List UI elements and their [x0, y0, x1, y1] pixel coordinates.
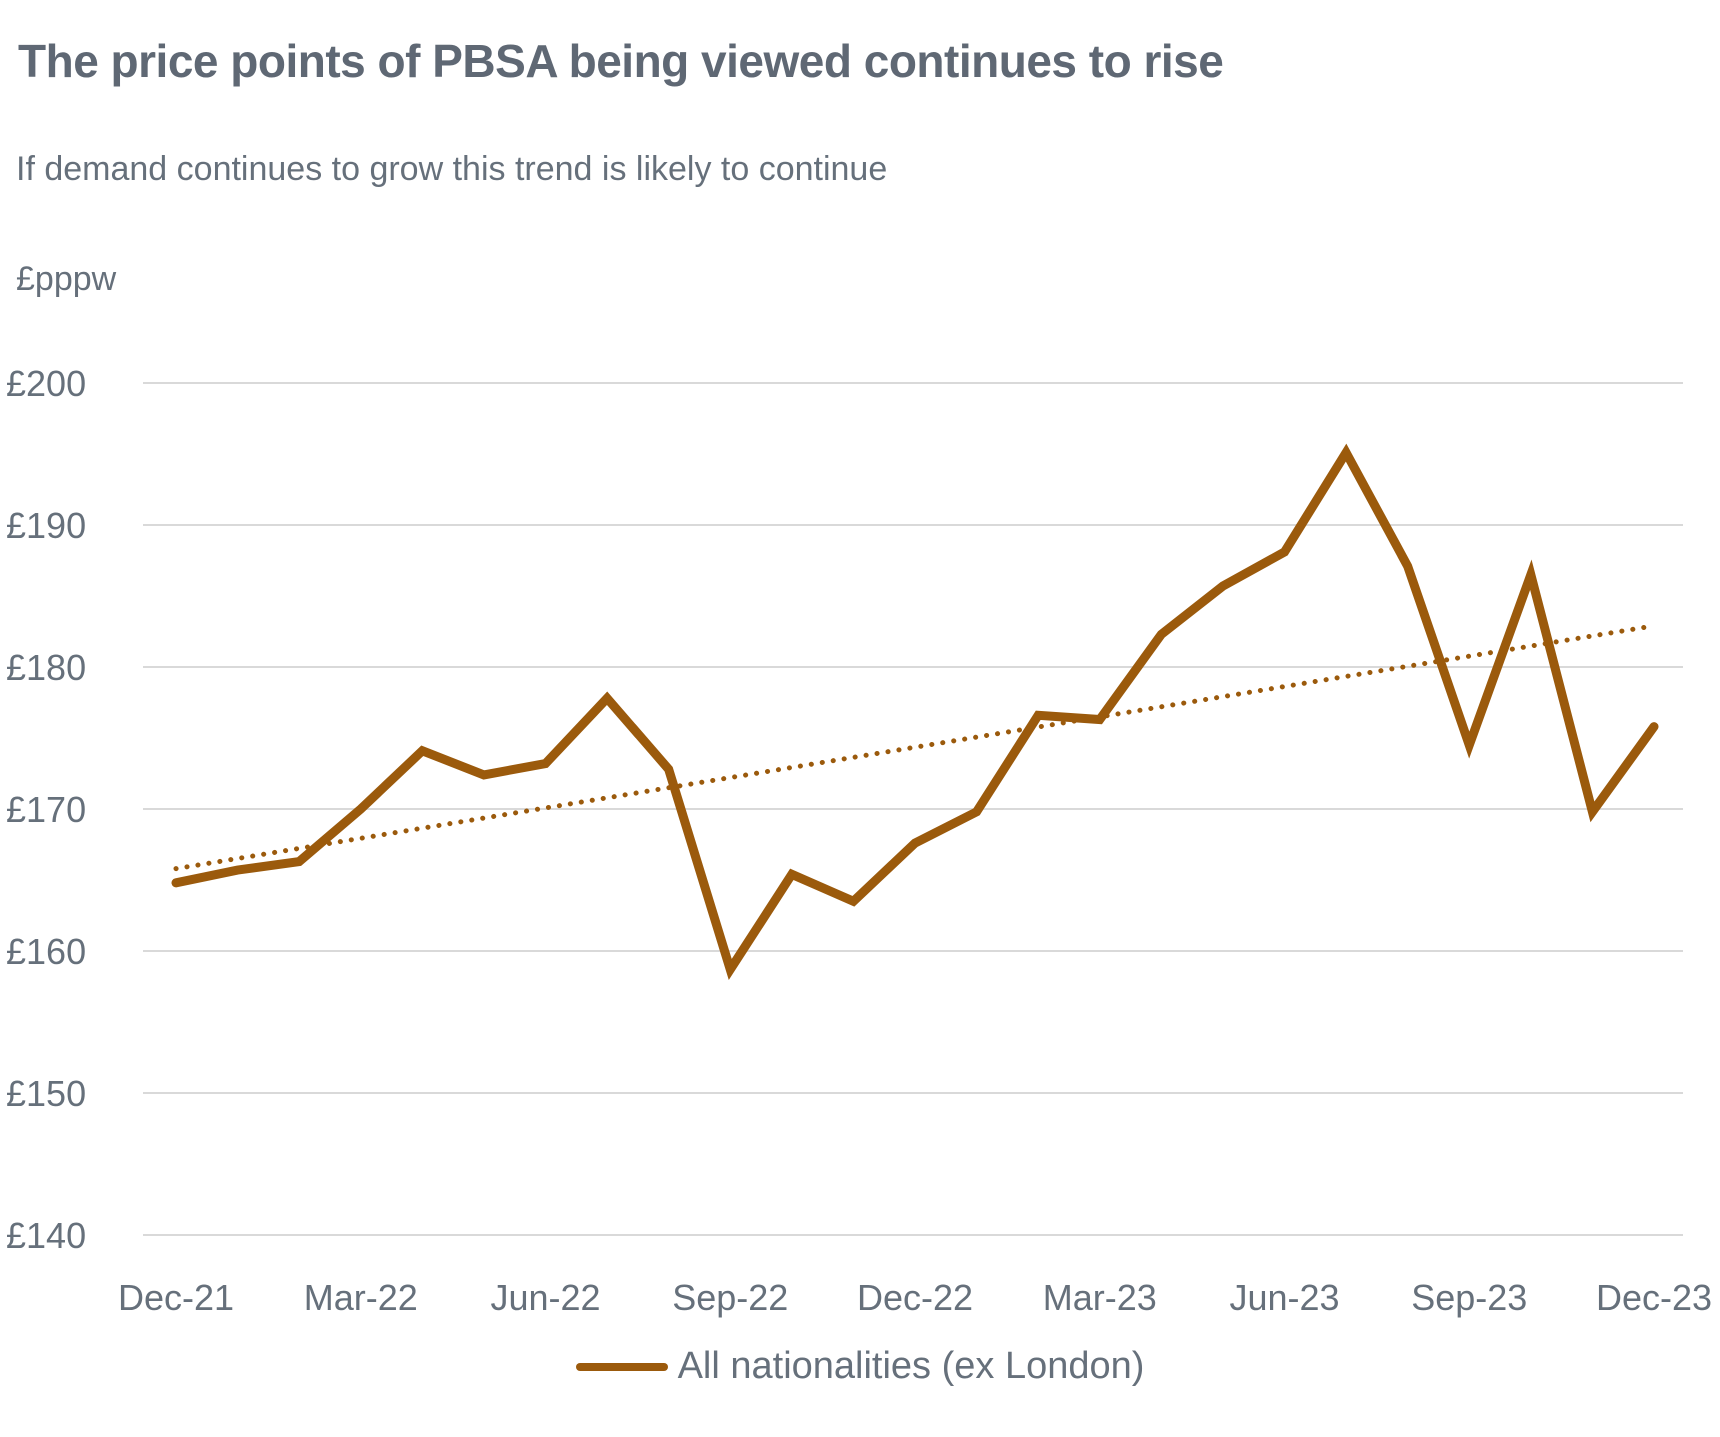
trend-line — [173, 623, 1657, 872]
data-point — [849, 897, 857, 905]
data-point — [480, 771, 488, 779]
x-axis-tick-labels: Dec-21 Mar-22 Jun-22 Sep-22 Dec-22 Mar-23 Jun-… — [118, 1277, 1712, 1318]
y-tick-label: £170 — [6, 789, 86, 830]
y-tick-label: £180 — [6, 647, 86, 688]
data-point — [603, 694, 611, 702]
grid-lines — [143, 382, 1683, 1236]
chart-subtitle: If demand continues to grow this trend i… — [16, 150, 888, 188]
y-tick-label: £150 — [6, 1073, 86, 1114]
data-point — [172, 879, 180, 887]
data-point — [973, 808, 981, 816]
data-point — [1465, 741, 1473, 749]
data-point — [1219, 582, 1227, 590]
data-point — [1650, 723, 1658, 731]
chart-title: The price points of PBSA being viewed co… — [18, 35, 1224, 87]
legend-label-all-nationalities: All nationalities (ex London) — [677, 1345, 1145, 1387]
data-point — [295, 858, 303, 866]
x-tick-label: Mar-23 — [1043, 1277, 1157, 1318]
y-tick-label: £200 — [6, 363, 86, 404]
x-tick-label: Jun-22 — [490, 1277, 600, 1318]
series-lines — [171, 443, 1659, 981]
data-point — [788, 870, 796, 878]
data-point — [1527, 571, 1535, 579]
data-point — [911, 839, 919, 847]
x-tick-label: Dec-23 — [1596, 1277, 1712, 1318]
data-point — [234, 866, 242, 874]
data-point — [726, 965, 734, 973]
x-tick-label: Sep-22 — [672, 1277, 788, 1318]
data-point — [1034, 711, 1042, 719]
y-tick-label: £160 — [6, 931, 86, 972]
y-axis-unit-label: £pppw — [16, 260, 117, 298]
data-point — [1588, 808, 1596, 816]
legend: All nationalities (ex London) — [0, 1345, 1720, 1388]
data-point — [418, 747, 426, 755]
data-point — [1404, 562, 1412, 570]
x-tick-label: Jun-23 — [1229, 1277, 1339, 1318]
data-point — [357, 805, 365, 813]
y-axis-tick-labels: £200 £190 £180 £170 £160 £150 £140 — [6, 363, 86, 1256]
x-tick-label: Dec-22 — [857, 1277, 973, 1318]
data-point — [1096, 716, 1104, 724]
data-point — [665, 765, 673, 773]
x-tick-label: Mar-22 — [304, 1277, 418, 1318]
data-point — [1342, 449, 1350, 457]
series-line-all-nationalities — [171, 443, 1659, 981]
x-tick-label: Sep-23 — [1411, 1277, 1527, 1318]
y-tick-label: £190 — [6, 505, 86, 546]
x-tick-label: Dec-21 — [118, 1277, 234, 1318]
legend-swatch-all-nationalities — [575, 1362, 668, 1371]
data-point — [1157, 630, 1165, 638]
data-point — [1281, 548, 1289, 556]
data-point — [542, 760, 550, 768]
y-tick-label: £140 — [6, 1215, 86, 1256]
